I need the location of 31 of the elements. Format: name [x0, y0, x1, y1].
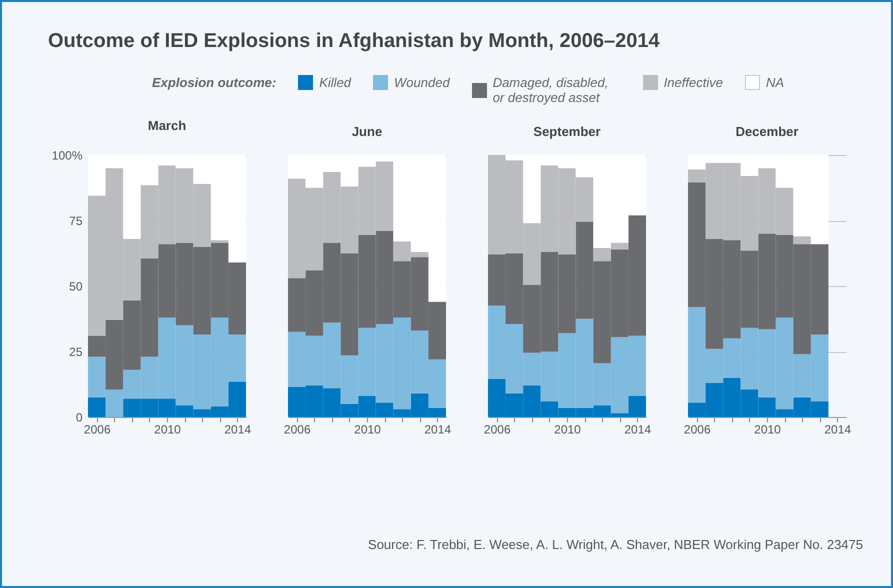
legend-label: Damaged, disabled, or destroyed asset: [492, 75, 610, 105]
chart-subtitle: September: [533, 124, 601, 139]
x-tick-label: 2010: [554, 422, 582, 436]
legend-label: Killed: [319, 75, 352, 90]
x-tick-label: 2006: [84, 422, 111, 436]
x-tick-label: 2014: [624, 422, 652, 436]
bar: [793, 236, 811, 244]
x-tick-label: 2014: [424, 422, 452, 436]
x-tick-label: 2006: [484, 422, 511, 436]
source-note: Source: F. Trebbi, E. Weese, A. L. Wright, A. Shaver, NBER Working Paper No. 23475: [368, 537, 863, 552]
chart-subtitle: December: [736, 124, 798, 139]
x-tick-label: 2010: [154, 422, 182, 436]
y-tick-label: 50: [69, 280, 83, 294]
x-tick-label: 2010: [754, 422, 782, 436]
legend-label: NA: [766, 75, 784, 90]
y-tick-label: 75: [69, 214, 83, 228]
legend-title: Explosion outcome:: [152, 75, 276, 90]
x-tick-label: 2010: [354, 422, 382, 436]
y-tick-label: 100%: [52, 148, 83, 162]
x-tick-label: 2006: [284, 422, 311, 436]
chart-subtitle: March: [148, 118, 186, 133]
legend-label: Wounded: [394, 75, 450, 90]
y-tick-label: 0: [76, 410, 83, 424]
text: Outcome of IED Explosions in Afghanistan by Month, 2006–2014: [48, 30, 661, 53]
x-tick-label: 2006: [684, 422, 711, 436]
y-tick-label: 25: [69, 345, 83, 359]
chart-subtitle: June: [352, 124, 382, 139]
legend-label: Ineffective: [664, 75, 723, 90]
x-tick-label: 2014: [824, 422, 852, 436]
x-tick-label: 2014: [224, 422, 252, 436]
bar: [88, 397, 106, 417]
